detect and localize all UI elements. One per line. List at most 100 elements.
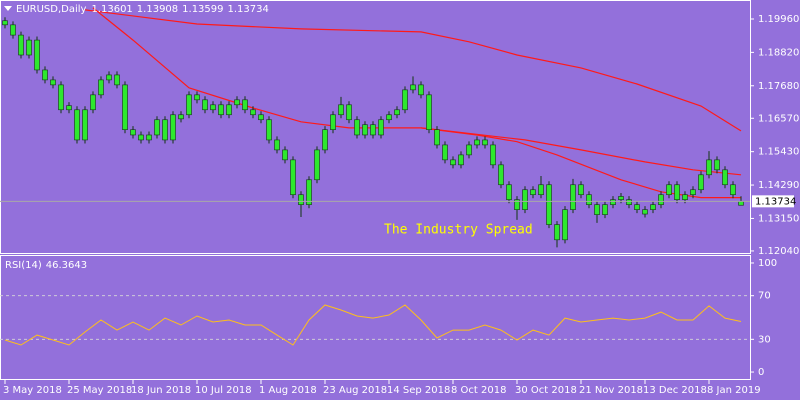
candle-body [690,189,696,196]
y-tick-label: 1.19960 [758,14,799,25]
candle-body [626,199,632,205]
indicator-y-tick-label: 30 [758,334,771,345]
y-tick-label: 1.16570 [758,113,799,124]
y-tick-label: 1.17680 [758,81,799,92]
y-tick-label: 1.13150 [758,213,799,224]
indicator-line [4,304,742,346]
menu-arrow[interactable] [4,6,12,11]
candle-body [186,94,192,116]
candle-body [306,179,312,205]
x-tick-label: 1 Aug 2018 [259,385,317,396]
candle-body [146,134,152,141]
candle-body [610,199,616,205]
indicator-value: 46.3643 [46,260,87,271]
candle-body [178,114,184,120]
candle-body [522,189,528,210]
chart-header: EURUSD,Daily 1.13601 1.13908 1.13599 1.13734 [16,4,269,15]
moving-average [420,127,742,176]
candle-body [210,104,216,111]
y-tick-label: 1.15430 [758,147,799,158]
candle-body [34,39,40,71]
y-tick-label: 1.12040 [758,246,799,257]
x-tick-label: 13 Dec 2018 [643,385,707,396]
plot-layer: 1.19960 1.18820 1.17680 1.16570 1.15430 1.142… [0,7,799,396]
candle-body [314,149,320,181]
close-value: 1.13734 [228,4,269,15]
candle-body [458,154,464,166]
candle-body [482,139,488,146]
candle-body [58,84,64,111]
candle-body [354,119,360,136]
candle-body [106,74,112,81]
candle-body [202,99,208,111]
candle-body [298,194,304,205]
price-panel-frame [0,0,751,254]
candle-body [42,69,48,81]
x-tick-label: 21 Nov 2018 [579,385,643,396]
low-value: 1.13599 [182,4,223,15]
candle-body [386,114,392,121]
candle-body [370,124,376,136]
candle-body [66,105,72,111]
candle-body [698,174,704,191]
candle-body [290,159,296,196]
candle-body [218,104,224,116]
candle-body [410,84,416,91]
candle-body [338,104,344,116]
indicator-header: RSI(14) 46.3643 [5,260,87,271]
candle-body [442,144,448,161]
candle-body [546,184,552,225]
candle-body [250,109,256,116]
candle-body [346,104,352,121]
moving-average [84,9,742,132]
last-price-box [752,195,794,208]
candle-body [642,209,648,215]
candle-body [530,189,536,196]
candle-body [730,184,736,196]
indicator-y-tick-label: 100 [758,258,777,269]
candle-body [226,104,232,116]
y-tick-label: 1.14290 [758,180,799,191]
candle-body [450,159,456,166]
candle-body [570,184,576,210]
candle-body [738,201,744,206]
candle-body [82,109,88,141]
candle-body [634,204,640,210]
candle-body [602,204,608,215]
candle-body [130,129,136,136]
candle-body [562,209,568,241]
candle-body [26,39,32,56]
candle-body [194,94,200,101]
candle-body [490,144,496,166]
indicator-title: RSI(14) [5,260,42,271]
candle-body [554,224,560,241]
candle-body [18,34,24,56]
candle-body [154,119,160,136]
x-tick-label: 8 Oct 2018 [451,385,506,396]
candle-body [234,99,240,106]
candle-body [650,204,656,210]
candle-body [714,159,720,171]
candle-body [466,144,472,156]
candle-body [706,159,712,176]
watermark: The Industry Spread [384,223,533,238]
candle-body [418,84,424,96]
candle-body [90,94,96,111]
indicator-panel-frame [0,255,751,380]
symbol: EURUSD,Daily [16,4,87,15]
candle-body [594,204,600,215]
indicator-y-tick-label: 70 [758,291,771,302]
candle-body [74,109,80,141]
indicator-y-tick-label: 0 [758,367,764,378]
candle-body [266,119,272,141]
candle-body [322,129,328,151]
x-tick-label: 10 Jul 2018 [195,385,252,396]
candle-body [474,139,480,146]
last-price-label: 1.13734 [755,196,796,207]
x-tick-label: 3 May 2018 [3,385,62,396]
candle-body [538,184,544,196]
candle-body [98,79,104,96]
candle-body [274,139,280,151]
